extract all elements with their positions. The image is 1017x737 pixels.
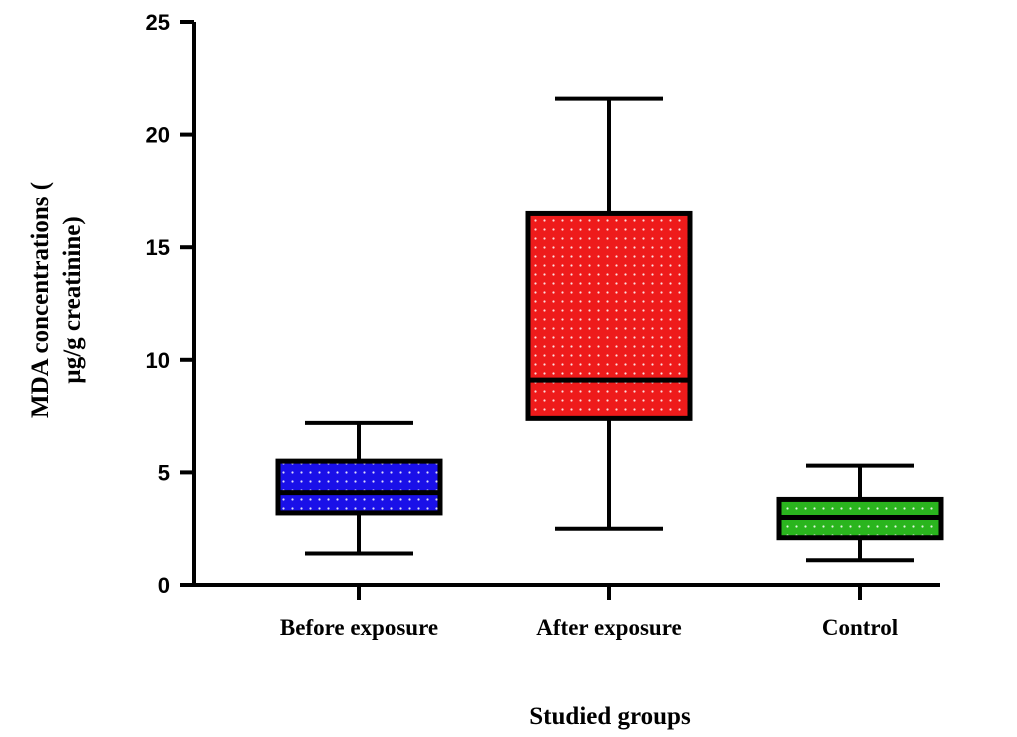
y-axis-title-line-2: µg/g creatinine) (59, 216, 86, 383)
x-category-label: Control (822, 615, 898, 640)
box-outline (275, 458, 443, 516)
x-axis-title: Studied groups (529, 703, 691, 730)
y-tick-label: 10 (146, 348, 170, 373)
y-tick-label: 0 (158, 573, 170, 598)
y-tick-label: 25 (146, 10, 170, 35)
y-axis-title-line-1: MDA concentrations ( (27, 182, 54, 418)
chart-marks: 0 5 10 15 20 25 Before exposure After exposure C… (146, 10, 944, 640)
x-category-label: After exposure (536, 615, 681, 640)
y-tick-label: 5 (158, 460, 170, 485)
y-tick-label: 15 (146, 235, 170, 260)
y-tick-label: 20 (146, 123, 170, 148)
box-dot-pattern (528, 213, 690, 419)
x-category-label: Before exposure (280, 615, 438, 640)
box-outline (525, 210, 693, 421)
box-dot-pattern (278, 461, 440, 513)
